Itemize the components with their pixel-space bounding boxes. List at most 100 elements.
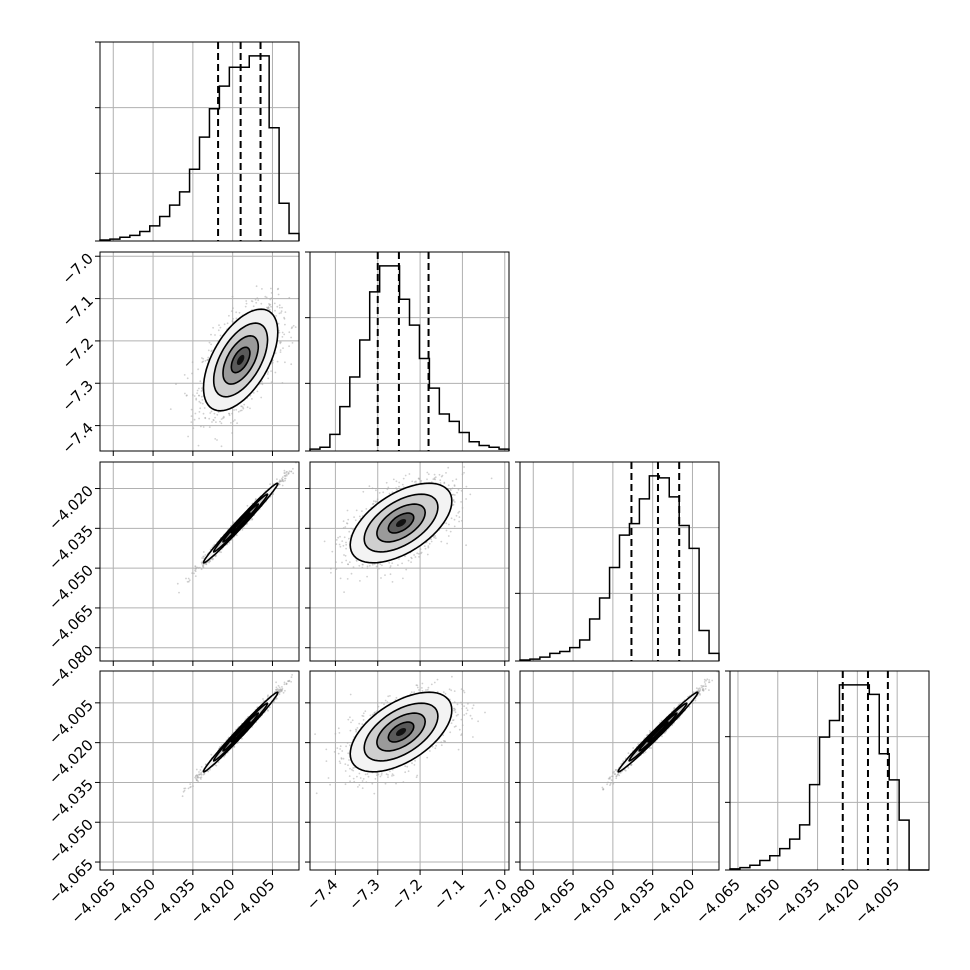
sample-point [208, 417, 211, 420]
joint-panel-1-4 [95, 670, 300, 875]
sample-point [335, 561, 337, 563]
sample-point [347, 518, 350, 521]
sample-point [385, 481, 388, 484]
sample-point [278, 331, 281, 334]
sample-point [323, 540, 326, 543]
sample-point [337, 536, 339, 539]
sample-point [402, 477, 405, 480]
sample-point [405, 568, 408, 571]
sample-point [378, 567, 380, 570]
sample-point [342, 544, 345, 547]
sample-point [366, 575, 368, 578]
sample-point [463, 466, 465, 468]
sample-point [361, 566, 364, 569]
sample-point [292, 324, 295, 327]
sample-point [201, 387, 203, 390]
sample-point [423, 545, 426, 547]
sample-point [198, 387, 200, 390]
sample-point [260, 302, 263, 305]
sample-point [346, 509, 349, 512]
sample-point [460, 519, 463, 522]
hist-panel-1 [95, 41, 300, 242]
sample-point [252, 392, 255, 394]
sample-point [446, 542, 448, 545]
sample-point [266, 306, 268, 309]
sample-point [196, 389, 199, 392]
sample-point [232, 420, 235, 423]
sample-point [469, 493, 472, 496]
sample-point [214, 416, 217, 419]
sample-point [276, 360, 279, 363]
sample-point [288, 345, 290, 348]
sample-point [264, 295, 267, 298]
sample-point [268, 304, 271, 306]
sample-point [366, 567, 369, 569]
sample-point [426, 553, 429, 556]
density-level [236, 519, 245, 527]
sample-point [278, 312, 281, 315]
sample-point [456, 491, 458, 494]
axes-frame [99, 251, 300, 452]
sample-point [252, 305, 255, 308]
sample-point [338, 543, 341, 546]
sample-point [287, 472, 290, 474]
sample-point [465, 485, 468, 488]
sample-point [202, 360, 205, 363]
sample-point [410, 556, 413, 559]
sample-point [290, 363, 293, 366]
sample-point [249, 394, 252, 397]
joint-density [100, 462, 299, 661]
sample-point [243, 403, 246, 406]
sample-point [193, 395, 196, 397]
sample-point [270, 305, 272, 308]
sample-point [355, 560, 358, 562]
sample-point [192, 427, 195, 429]
sample-point [232, 317, 235, 320]
sample-point [345, 559, 348, 562]
sample-point [284, 361, 286, 364]
sample-point [355, 509, 358, 512]
sample-point [255, 498, 257, 500]
sample-point [413, 481, 416, 483]
sample-point [350, 572, 353, 575]
sample-point [192, 394, 194, 396]
sample-point [190, 415, 193, 417]
sample-point [331, 550, 334, 553]
sample-point [197, 368, 200, 371]
sample-point [230, 310, 233, 312]
sample-point [283, 317, 286, 320]
sample-point [207, 349, 210, 352]
joint-density [100, 671, 299, 870]
contour-line [212, 322, 269, 398]
sample-point [448, 523, 450, 526]
sample-point [352, 566, 355, 569]
sample-point [279, 349, 282, 351]
sample-point [265, 296, 268, 299]
sample-point [365, 508, 368, 510]
sample-point [238, 311, 241, 314]
sample-point [276, 478, 278, 481]
sample-point [269, 298, 272, 301]
sample-point [176, 582, 179, 585]
axes-frame [519, 461, 720, 662]
sample-point [458, 520, 460, 523]
sample-point [235, 317, 238, 320]
sample-point [203, 407, 206, 409]
sample-point [209, 412, 212, 414]
hist-panel-2 [305, 251, 510, 452]
sample-point [269, 483, 271, 485]
sample-point [186, 580, 189, 583]
sample-point [354, 519, 357, 522]
sample-point [232, 307, 234, 309]
sample-point [280, 341, 282, 344]
sample-point [187, 577, 190, 580]
sample-point [430, 540, 433, 543]
sample-point [220, 445, 223, 448]
sample-point [261, 383, 264, 386]
sample-point [389, 566, 391, 569]
sample-point [450, 517, 453, 520]
sample-point [420, 552, 422, 555]
sample-point [290, 470, 293, 473]
sample-point [426, 471, 429, 474]
sample-point [281, 382, 284, 384]
